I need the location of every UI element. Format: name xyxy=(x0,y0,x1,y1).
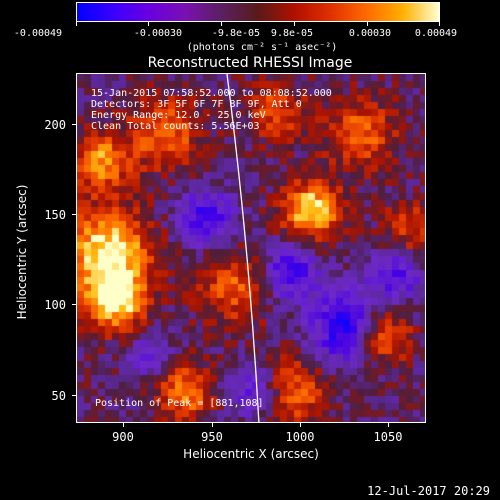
colorbar-unit: (photons cm⁻² s⁻¹ asec⁻²) xyxy=(186,42,338,53)
axis-ticks xyxy=(72,73,426,427)
colorbar-label: 0.00049 xyxy=(414,28,458,39)
info-time: 15-Jan-2015 07:58:52.000 to 08:08:52.000 xyxy=(91,88,332,99)
solar-limb-line xyxy=(226,74,260,422)
x-tick xyxy=(300,423,301,427)
y-tick xyxy=(72,395,76,396)
colorbar-tick xyxy=(439,22,440,26)
colorbar: -0.00049 -0.00030 -9.8e-05 9.8e-05 0.000… xyxy=(14,2,457,53)
x-tick-label: 1000 xyxy=(285,430,315,444)
y-tick-label: 50 xyxy=(51,389,66,403)
plot-title: Reconstructed RHESSI Image xyxy=(147,55,353,71)
colorbar-tick xyxy=(367,22,368,26)
colorbar-gradient xyxy=(76,2,440,22)
y-tick xyxy=(72,304,76,305)
colorbar-label: 0.00030 xyxy=(348,28,392,39)
timestamp: 12-Jul-2017 20:29 xyxy=(367,484,490,498)
colorbar-label: -9.8e-05 xyxy=(211,28,261,39)
limb-overlay xyxy=(226,74,260,422)
y-tick-label: 100 xyxy=(44,298,66,312)
colorbar-label: 9.8e-05 xyxy=(270,28,314,39)
info-energy: Energy Range: 12.0 - 25.0 keV xyxy=(91,110,266,121)
info-detectors: Detectors: 3F 5F 6F 7F 8F 9F, Att 0 xyxy=(91,99,302,110)
y-tick-label: 200 xyxy=(44,118,66,132)
peak-position: Position of Peak = [881,108] xyxy=(95,398,264,409)
colorbar-tick xyxy=(221,22,222,26)
y-tick xyxy=(72,124,76,125)
x-tick xyxy=(212,423,213,427)
colorbar-tick xyxy=(148,22,149,26)
y-tick xyxy=(72,214,76,215)
colorbar-tick xyxy=(76,22,77,26)
y-axis-label: Heliocentric Y (arcsec) xyxy=(15,184,29,320)
info-block: 15-Jan-2015 07:58:52.000 to 08:08:52.000… xyxy=(91,88,332,132)
colorbar-tick xyxy=(294,22,295,26)
x-tick-label: 950 xyxy=(201,430,223,444)
colorbar-label: -0.00049 xyxy=(13,28,63,39)
colorbar-label: -0.00030 xyxy=(133,28,183,39)
x-tick-label: 900 xyxy=(112,430,134,444)
x-axis-label: Heliocentric X (arcsec) xyxy=(183,447,319,461)
x-tick-label: 1050 xyxy=(373,430,403,444)
info-counts: Clean Total counts: 5.56E+03 xyxy=(91,121,260,132)
heatmap-canvas xyxy=(77,74,425,422)
x-tick xyxy=(388,423,389,427)
heatmap-plot: 15-Jan-2015 07:58:52.000 to 08:08:52.000… xyxy=(76,73,426,423)
x-tick xyxy=(123,423,124,427)
y-tick-label: 150 xyxy=(44,208,66,222)
